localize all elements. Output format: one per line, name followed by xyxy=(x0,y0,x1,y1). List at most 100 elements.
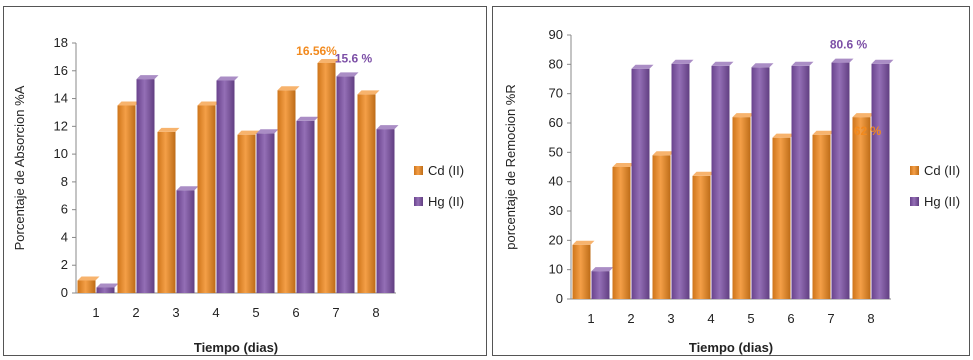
bar-top xyxy=(157,127,180,132)
bar-top xyxy=(732,113,755,118)
bar-hg xyxy=(176,190,195,293)
y-tick-label: 2 xyxy=(61,257,68,272)
bar-cd xyxy=(652,155,671,299)
bar-cd xyxy=(77,280,96,293)
removal-chart-panel: 0 10 20 30 40 50 60 70 80 90 1 2 3 4 5 6 7 8 Tiempo (dias)… xyxy=(492,6,970,356)
bar-hg xyxy=(751,67,770,299)
y-tick-label: 90 xyxy=(549,27,563,42)
x-tick-label: 4 xyxy=(707,311,714,326)
bar-top xyxy=(117,101,140,106)
bar-cd xyxy=(732,117,751,299)
bar-hg xyxy=(136,79,155,293)
x-tick-label: 8 xyxy=(372,305,379,320)
legend-label: Cd (II) xyxy=(428,163,464,178)
legend-swatch xyxy=(414,166,423,175)
bar-top xyxy=(871,59,894,64)
x-tick-label: 3 xyxy=(172,305,179,320)
y-tick-label: 10 xyxy=(549,262,563,277)
bar-hg xyxy=(336,76,355,293)
y-tick-label: 30 xyxy=(549,203,563,218)
y-axis-title: porcentaje de Remocion %R xyxy=(503,84,518,249)
bar-top xyxy=(671,59,694,64)
annotation-label: 16.56% xyxy=(296,44,337,58)
bar-top xyxy=(751,63,774,68)
bar-cd xyxy=(572,244,591,299)
bar-cd xyxy=(612,167,631,299)
x-tick-label: 1 xyxy=(587,311,594,326)
bar-top xyxy=(772,133,795,138)
bar-hg xyxy=(671,63,690,299)
bar-top xyxy=(256,129,279,134)
bar-cd xyxy=(812,134,831,299)
x-tick-label: 3 xyxy=(667,311,674,326)
x-tick-label: 5 xyxy=(252,305,259,320)
y-tick-label: 20 xyxy=(549,232,563,247)
bar-hg xyxy=(96,287,115,293)
bar-top xyxy=(572,240,595,245)
bar-hg xyxy=(791,65,810,299)
y-tick-label: 14 xyxy=(54,91,68,106)
x-axis-title: Tiempo (dias) xyxy=(689,340,773,355)
bar-hg xyxy=(631,68,650,299)
x-tick-label: 5 xyxy=(747,311,754,326)
bar-top xyxy=(197,101,220,106)
absorption-chart-panel: 0 2 4 6 8 10 12 14 16 18 1 2 3 4 5 6 7 8 Tiempo (dias) Porc… xyxy=(3,6,487,356)
bar-top xyxy=(136,75,159,80)
bar-hg xyxy=(296,120,315,294)
legend-label: Hg (II) xyxy=(428,194,464,209)
legend-swatch xyxy=(910,166,919,175)
bar-top xyxy=(376,125,399,130)
bar-cd xyxy=(197,105,216,293)
annotation-label: 80.6 % xyxy=(830,38,868,52)
bar-top xyxy=(357,90,380,95)
y-tick-label: 60 xyxy=(549,115,563,130)
legend-label: Hg (II) xyxy=(924,194,960,209)
y-axis-title: Porcentaje de Absorcion %A xyxy=(12,85,27,250)
bar-hg xyxy=(871,63,890,299)
y-tick-label: 50 xyxy=(549,144,563,159)
bar-hg xyxy=(256,133,275,293)
bar-cd xyxy=(117,105,136,293)
bar-top xyxy=(612,163,635,167)
bar-hg xyxy=(711,65,730,299)
y-tick-label: 4 xyxy=(61,229,68,244)
x-tick-label: 1 xyxy=(92,305,99,320)
bar-hg xyxy=(831,62,850,299)
x-axis-title: Tiempo (dias) xyxy=(194,340,278,355)
bar-cd xyxy=(772,137,791,299)
x-tick-label: 6 xyxy=(292,305,299,320)
y-tick-label: 12 xyxy=(54,118,68,133)
bar-top xyxy=(96,283,119,288)
bar-cd xyxy=(277,90,296,293)
removal-chart: 0 10 20 30 40 50 60 70 80 90 1 2 3 4 5 6 7 8 Tiempo (dias)… xyxy=(503,27,960,355)
x-tick-label: 6 xyxy=(787,311,794,326)
bar-top xyxy=(277,86,300,91)
y-tick-label: 70 xyxy=(549,86,563,101)
y-tick-label: 18 xyxy=(54,35,68,50)
legend-label: Cd (II) xyxy=(924,163,960,178)
annotation-label: 62 % xyxy=(854,124,882,138)
bar-cd xyxy=(357,94,376,293)
y-tick-label: 16 xyxy=(54,63,68,78)
y-tick-label: 40 xyxy=(549,174,563,189)
bar-top xyxy=(791,61,814,66)
y-tick-label: 0 xyxy=(556,291,563,306)
bar-top xyxy=(216,76,239,81)
bar-top xyxy=(317,59,340,63)
x-tick-label: 7 xyxy=(827,311,834,326)
y-tick-label: 8 xyxy=(61,174,68,189)
bar-cd xyxy=(237,134,256,293)
bar-top xyxy=(237,130,260,135)
bar-cd xyxy=(157,131,176,293)
y-tick-label: 6 xyxy=(61,202,68,217)
y-tick-label: 0 xyxy=(61,285,68,300)
bar-hg xyxy=(591,271,610,299)
bar-cd xyxy=(852,117,871,299)
bar-top xyxy=(296,116,319,121)
legend-swatch xyxy=(910,197,919,206)
bar-top xyxy=(652,151,675,156)
bar-hg xyxy=(376,129,395,293)
x-tick-label: 4 xyxy=(212,305,219,320)
x-tick-label: 2 xyxy=(627,311,634,326)
